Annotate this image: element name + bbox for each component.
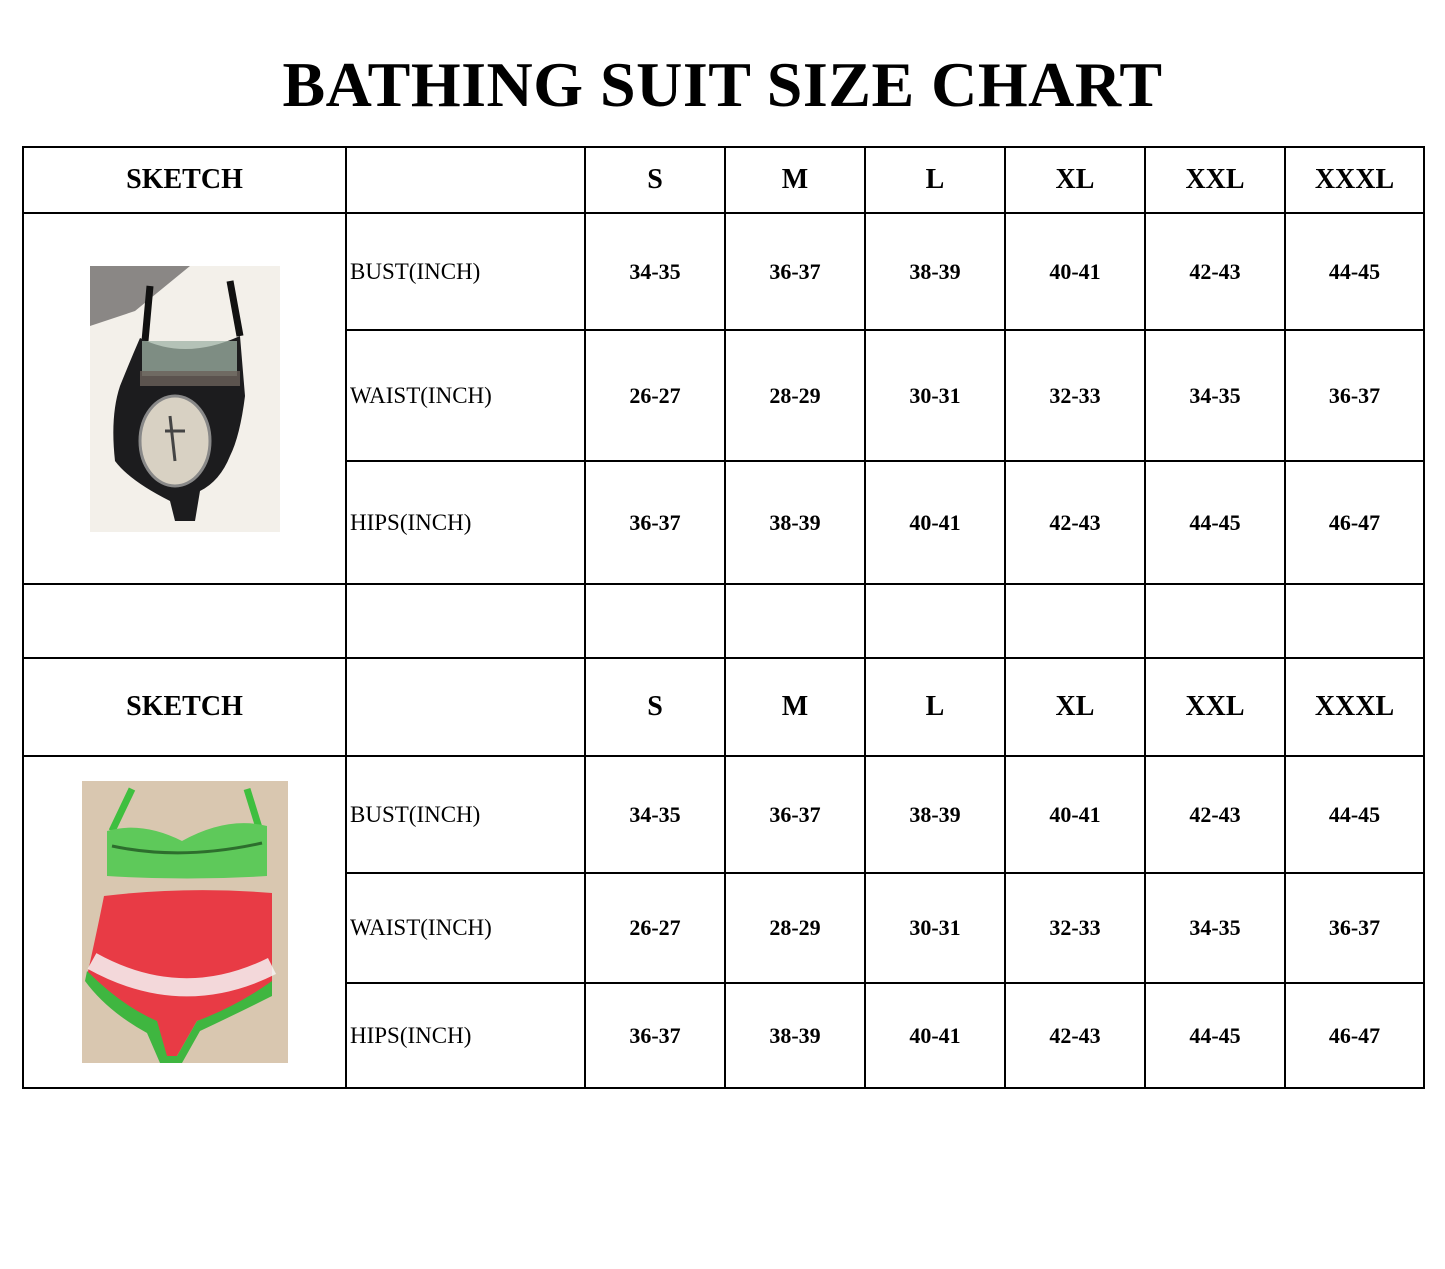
size-header-xl: XL <box>1004 146 1146 214</box>
size-value-s: 36-37 <box>584 460 726 585</box>
size-value-m: 36-37 <box>724 755 866 874</box>
black-swimsuit-photo <box>89 265 280 532</box>
size-header-xxxl: XXXL <box>1284 657 1425 757</box>
size-value-m: 28-29 <box>724 329 866 462</box>
size-value-xxl: 42-43 <box>1144 755 1286 874</box>
size-header-m: M <box>724 657 866 757</box>
measurement-header <box>345 146 586 214</box>
size-value-xxl: 44-45 <box>1144 460 1286 585</box>
size-value-xl: 42-43 <box>1004 982 1146 1089</box>
size-value-xl: 32-33 <box>1004 872 1146 984</box>
size-value-xxxl: 44-45 <box>1284 755 1425 874</box>
size-header-xxxl: XXXL <box>1284 146 1425 214</box>
size-value-xl: 32-33 <box>1004 329 1146 462</box>
table-row: WAIST(INCH) 26-27 28-29 30-31 32-33 34-35 36-3… <box>23 872 1425 984</box>
size-value-l: 40-41 <box>864 982 1006 1089</box>
size-value-m: 38-39 <box>724 460 866 585</box>
size-header-xxl: XXL <box>1144 657 1286 757</box>
size-header-s: S <box>584 657 726 757</box>
size-value-xxxl: 36-37 <box>1284 872 1425 984</box>
size-header-xl: XL <box>1004 657 1146 757</box>
size-value-l: 30-31 <box>864 329 1006 462</box>
size-value-m: 38-39 <box>724 982 866 1089</box>
size-header-l: L <box>864 657 1006 757</box>
measurement-label: WAIST(INCH) <box>345 329 586 462</box>
measurement-label: WAIST(INCH) <box>345 872 586 984</box>
sketch-image-cell <box>22 755 347 1089</box>
size-header-l: L <box>864 146 1006 214</box>
size-value-xxl: 34-35 <box>1144 329 1286 462</box>
sketch-header: SKETCH <box>22 657 347 757</box>
size-value-xl: 40-41 <box>1004 212 1146 331</box>
measurement-label: BUST(INCH) <box>345 755 586 874</box>
size-value-xxl: 34-35 <box>1144 872 1286 984</box>
sketch-header: SKETCH <box>22 146 347 214</box>
empty-cell <box>1144 583 1286 659</box>
size-value-s: 26-27 <box>584 329 726 462</box>
measurement-label: HIPS(INCH) <box>345 982 586 1089</box>
header-row: SKETCH S M L XL XXL XXXL <box>22 146 1425 214</box>
measurement-header <box>345 657 586 757</box>
table-row: BUST(INCH) 34-35 36-37 38-39 40-41 42-43 44-45 <box>22 755 1425 1089</box>
size-header-m: M <box>724 146 866 214</box>
size-value-s: 36-37 <box>584 982 726 1089</box>
size-value-s: 34-35 <box>584 755 726 874</box>
watermelon-bikini-photo <box>81 781 288 1063</box>
size-value-xxxl: 46-47 <box>1284 460 1425 585</box>
empty-cell <box>22 583 347 659</box>
empty-cell <box>864 583 1006 659</box>
size-value-m: 28-29 <box>724 872 866 984</box>
size-value-m: 36-37 <box>724 212 866 331</box>
size-value-l: 40-41 <box>864 460 1006 585</box>
size-value-l: 30-31 <box>864 872 1006 984</box>
spacer-row <box>22 583 1425 659</box>
empty-cell <box>345 583 586 659</box>
table-row: BUST(INCH) 34-35 36-37 38-39 40-41 42-43 44-45 <box>22 212 1425 585</box>
measurement-label: HIPS(INCH) <box>345 460 586 585</box>
table-row: HIPS(INCH) 36-37 38-39 40-41 42-43 44-45 46-47 <box>23 982 1425 1089</box>
table-row: HIPS(INCH) 36-37 38-39 40-41 42-43 44-45 46-47 <box>23 460 1425 585</box>
empty-cell <box>1284 583 1425 659</box>
size-value-s: 26-27 <box>584 872 726 984</box>
size-value-xxxl: 44-45 <box>1284 212 1425 331</box>
empty-cell <box>584 583 726 659</box>
header-row: SKETCH S M L XL XXL XXXL <box>22 657 1425 757</box>
measurement-label: BUST(INCH) <box>345 212 586 331</box>
size-value-xxxl: 46-47 <box>1284 982 1425 1089</box>
size-header-xxl: XXL <box>1144 146 1286 214</box>
size-header-s: S <box>584 146 726 214</box>
size-chart-table: SKETCH S M L XL XXL XXXL BUST(INCH) 34-35 36-37 3… <box>22 146 1425 1089</box>
size-value-xxxl: 36-37 <box>1284 329 1425 462</box>
page-title: BATHING SUIT SIZE CHART <box>282 49 1163 120</box>
table-row: WAIST(INCH) 26-27 28-29 30-31 32-33 34-35 36-3… <box>23 329 1425 462</box>
empty-cell <box>1004 583 1146 659</box>
empty-cell <box>724 583 866 659</box>
size-value-xl: 40-41 <box>1004 755 1146 874</box>
size-value-xxl: 44-45 <box>1144 982 1286 1089</box>
size-value-s: 34-35 <box>584 212 726 331</box>
size-value-l: 38-39 <box>864 755 1006 874</box>
size-value-l: 38-39 <box>864 212 1006 331</box>
sketch-image-cell <box>22 212 347 585</box>
size-value-xl: 42-43 <box>1004 460 1146 585</box>
size-value-xxl: 42-43 <box>1144 212 1286 331</box>
